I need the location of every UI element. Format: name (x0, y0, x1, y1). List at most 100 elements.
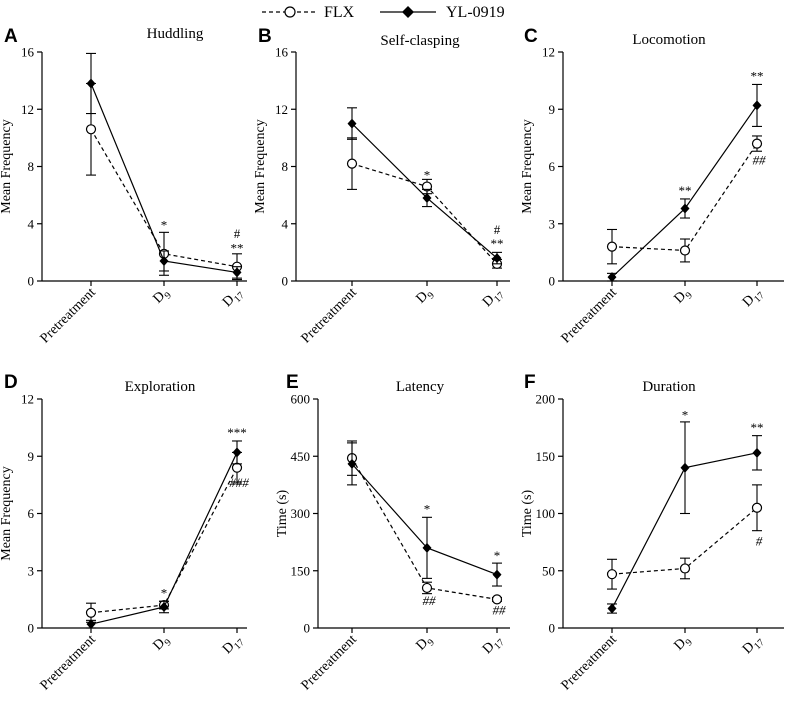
y-tick-label: 9 (28, 449, 35, 464)
y-tick-label: 4 (28, 216, 35, 231)
panel-letter: A (4, 26, 18, 47)
significance-marker: * (494, 548, 501, 563)
data-point-flx (751, 138, 763, 149)
y-tick-label: 3 (28, 563, 35, 578)
significance-marker: ** (751, 420, 764, 435)
legend: FLX YL-0919 (262, 4, 505, 21)
category-subscript: 9 (426, 290, 437, 301)
panel-d: D Exploration 0 3 6 9 12 Mean Frequency Pretreat… (0, 372, 249, 693)
data-point-flx (679, 563, 691, 574)
series-yl0919 (347, 442, 502, 587)
data-point-flx (679, 245, 691, 256)
x-category-label: D9 (151, 285, 174, 308)
series-yl0919 (86, 440, 242, 630)
y-tick-label: 600 (291, 392, 311, 407)
legend-flx-marker (284, 6, 296, 18)
significance-marker: *** (227, 425, 247, 440)
x-category-label: Pretreatment (559, 285, 620, 346)
series-yl0919 (607, 421, 762, 614)
series-flx (606, 484, 763, 590)
panel-letter: E (286, 372, 299, 393)
x-category-label: D17 (480, 632, 507, 659)
y-tick-label: 100 (536, 506, 556, 521)
x-category-label: D17 (220, 632, 247, 659)
y-axis-label: Time (s) (520, 490, 535, 538)
series-flx (346, 440, 503, 605)
series-yl0919 (347, 107, 502, 265)
y-tick-label: 0 (549, 274, 556, 289)
y-tick-label: 150 (291, 563, 311, 578)
y-tick-label: 450 (291, 449, 311, 464)
y-tick-label: 0 (282, 274, 289, 289)
panel-f: F Duration 0 50 100 150 200 Time (s) Pretreatmen… (520, 372, 784, 693)
x-category-label: D9 (414, 285, 437, 308)
data-point-yl0919 (232, 267, 242, 278)
data-point-flx (231, 462, 243, 473)
x-category-label: Pretreatment (38, 285, 99, 346)
panel-title: Locomotion (632, 32, 706, 48)
data-point-yl0919 (607, 603, 617, 614)
y-tick-label: 150 (536, 449, 556, 464)
y-tick-label: 6 (549, 159, 556, 174)
panel-c: C Locomotion 0 3 6 9 12 Mean Frequency Pretreatm… (520, 26, 784, 346)
category-subscript: 9 (684, 637, 695, 648)
panel-e: E Latency 0 150 300 450 600 Time (s) Pretreatmen… (275, 372, 510, 693)
panel-title: Latency (396, 379, 445, 395)
data-point-flx (85, 124, 97, 135)
x-category-label: D9 (414, 632, 437, 655)
significance-marker: ## (753, 153, 767, 168)
y-tick-label: 0 (28, 274, 35, 289)
y-tick-label: 12 (542, 45, 555, 60)
data-point-yl0919 (159, 255, 169, 266)
y-tick-label: 12 (21, 102, 34, 117)
category-subscript: 9 (163, 290, 174, 301)
data-point-flx (421, 582, 433, 594)
legend-yl-label: YL-0919 (446, 4, 505, 21)
data-point-yl0919 (347, 118, 357, 129)
category-subscript: 9 (426, 637, 437, 648)
data-point-yl0919 (680, 462, 690, 473)
significance-marker: ## (493, 602, 507, 617)
y-tick-label: 12 (21, 392, 34, 407)
legend-yl-marker (402, 6, 414, 18)
series-flx (85, 82, 243, 281)
panel-title: Exploration (125, 379, 196, 395)
y-tick-label: 200 (536, 392, 556, 407)
significance-marker: * (161, 217, 168, 232)
y-tick-label: 4 (282, 216, 289, 231)
series-yl0919 (86, 52, 242, 279)
data-point-yl0919 (607, 272, 617, 283)
significance-marker: # (756, 534, 763, 549)
data-point-flx (751, 502, 763, 513)
panel-letter: B (258, 26, 272, 47)
y-tick-label: 8 (28, 159, 35, 174)
data-point-yl0919 (86, 78, 96, 89)
y-axis-label: Mean Frequency (253, 119, 268, 213)
panel-letter: C (524, 26, 538, 47)
panel-a: A Huddling 0 4 8 12 16 Mean Frequency Pretreatme… (0, 26, 247, 346)
panel-title: Duration (642, 379, 696, 395)
panel-title: Self-clasping (380, 33, 460, 49)
panel-letter: F (524, 372, 536, 393)
data-point-yl0919 (752, 447, 762, 458)
data-point-yl0919 (680, 203, 690, 214)
x-category-label: Pretreatment (299, 632, 360, 693)
data-point-yl0919 (752, 100, 762, 111)
significance-marker: ** (679, 183, 692, 198)
significance-marker: ** (751, 69, 764, 84)
x-category-label: Pretreatment (559, 632, 620, 693)
x-category-label: D9 (151, 632, 174, 655)
data-point-flx (491, 594, 503, 605)
significance-marker: * (424, 167, 431, 182)
y-tick-label: 9 (549, 102, 556, 117)
significance-marker: # (234, 226, 241, 241)
significance-marker: * (424, 502, 431, 517)
y-tick-label: 8 (282, 159, 289, 174)
data-point-flx (606, 241, 618, 252)
significance-marker: * (161, 585, 168, 600)
x-category-label: D9 (672, 632, 695, 655)
y-tick-label: 12 (275, 102, 288, 117)
panels: A Huddling 0 4 8 12 16 Mean Frequency Pretreatme… (0, 26, 784, 693)
x-category-label: D9 (672, 285, 695, 308)
